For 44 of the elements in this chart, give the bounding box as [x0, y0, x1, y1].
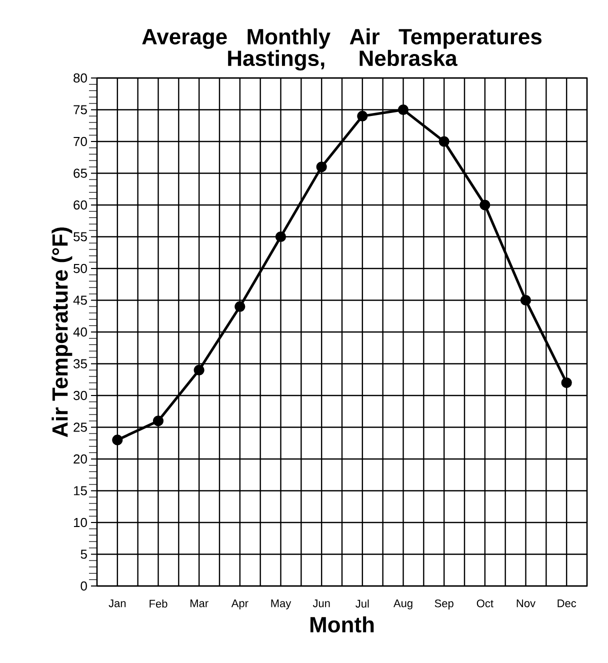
y-tick-label: 45	[73, 296, 87, 305]
y-tick-label: 25	[74, 422, 87, 432]
x-tick-label: Apr	[231, 600, 248, 610]
y-tick-label: 30	[74, 390, 87, 400]
x-tick-label: Nov	[516, 600, 536, 608]
x-tick-label: Dec	[558, 600, 576, 608]
y-tick-label: 0	[80, 581, 87, 591]
y-axis-title: Air Temperature (°F)	[52, 227, 72, 438]
y-tick-label: 70	[74, 136, 87, 146]
y-tick-label: 20	[74, 454, 87, 464]
x-tick-label: Jun	[312, 600, 330, 608]
point	[357, 110, 368, 122]
point	[561, 378, 572, 388]
point	[398, 104, 409, 116]
y-tick-label: 50	[74, 264, 87, 274]
x-tick-label: May	[271, 600, 292, 610]
x-tick-label: Aug	[393, 600, 412, 610]
point	[438, 136, 450, 147]
x-tick-label: Jan	[108, 600, 126, 608]
x-tick-label: Sep	[434, 600, 454, 610]
point	[275, 231, 286, 242]
x-tick-label: Oct	[476, 600, 494, 608]
y-tick-label: 5	[80, 550, 87, 559]
point	[234, 301, 246, 312]
x-tick-label: Jul	[356, 600, 369, 608]
y-tick-label: 55	[74, 232, 87, 242]
x-axis-title: Month	[310, 616, 374, 632]
y-tick-label: 40	[73, 327, 87, 337]
y-tick-label: 60	[74, 200, 87, 210]
point	[316, 162, 327, 172]
y-tick-label: 10	[74, 518, 87, 528]
y-tick-label: 15	[74, 486, 87, 496]
point	[520, 294, 532, 306]
chart-title: Average Monthly Air Temperatures Hastings, Nebraska	[142, 28, 542, 70]
point	[480, 200, 490, 210]
x-tick-label: Mar	[190, 600, 208, 608]
point	[152, 416, 164, 426]
y-tick-label: 65	[74, 168, 87, 178]
y-tick-label: 35	[74, 359, 87, 368]
x-tick-label: Feb	[150, 600, 168, 608]
point	[112, 434, 123, 446]
y-tick-label: 80	[74, 73, 87, 83]
point	[194, 364, 204, 376]
y-tick-label: 75	[74, 105, 87, 114]
